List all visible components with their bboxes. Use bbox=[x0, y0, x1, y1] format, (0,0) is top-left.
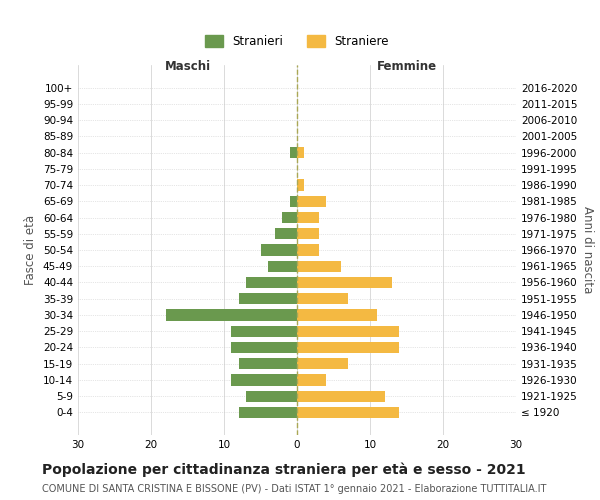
Bar bbox=[239, 358, 297, 370]
Bar bbox=[297, 244, 319, 256]
Bar bbox=[239, 407, 297, 418]
Bar bbox=[275, 228, 297, 239]
Bar bbox=[297, 342, 399, 353]
Bar bbox=[166, 310, 297, 320]
Bar bbox=[297, 277, 392, 288]
Bar bbox=[239, 293, 297, 304]
Bar bbox=[232, 326, 297, 337]
Bar bbox=[297, 293, 348, 304]
Text: Femmine: Femmine bbox=[376, 60, 437, 73]
Bar bbox=[297, 374, 326, 386]
Y-axis label: Fasce di età: Fasce di età bbox=[25, 215, 37, 285]
Bar bbox=[297, 180, 304, 190]
Bar bbox=[290, 147, 297, 158]
Bar bbox=[297, 147, 304, 158]
Bar bbox=[297, 310, 377, 320]
Bar bbox=[246, 277, 297, 288]
Bar bbox=[297, 326, 399, 337]
Bar bbox=[283, 212, 297, 223]
Legend: Stranieri, Straniere: Stranieri, Straniere bbox=[200, 30, 394, 52]
Bar bbox=[297, 407, 399, 418]
Text: COMUNE DI SANTA CRISTINA E BISSONE (PV) - Dati ISTAT 1° gennaio 2021 - Elaborazi: COMUNE DI SANTA CRISTINA E BISSONE (PV) … bbox=[42, 484, 547, 494]
Bar bbox=[297, 260, 341, 272]
Bar bbox=[232, 374, 297, 386]
Bar bbox=[297, 228, 319, 239]
Bar bbox=[260, 244, 297, 256]
Bar bbox=[290, 196, 297, 207]
Bar bbox=[268, 260, 297, 272]
Bar bbox=[297, 358, 348, 370]
Text: Maschi: Maschi bbox=[164, 60, 211, 73]
Bar bbox=[297, 212, 319, 223]
Bar bbox=[246, 390, 297, 402]
Y-axis label: Anni di nascita: Anni di nascita bbox=[581, 206, 594, 294]
Bar bbox=[232, 342, 297, 353]
Text: Popolazione per cittadinanza straniera per età e sesso - 2021: Popolazione per cittadinanza straniera p… bbox=[42, 462, 526, 477]
Bar bbox=[297, 390, 385, 402]
Bar bbox=[297, 196, 326, 207]
